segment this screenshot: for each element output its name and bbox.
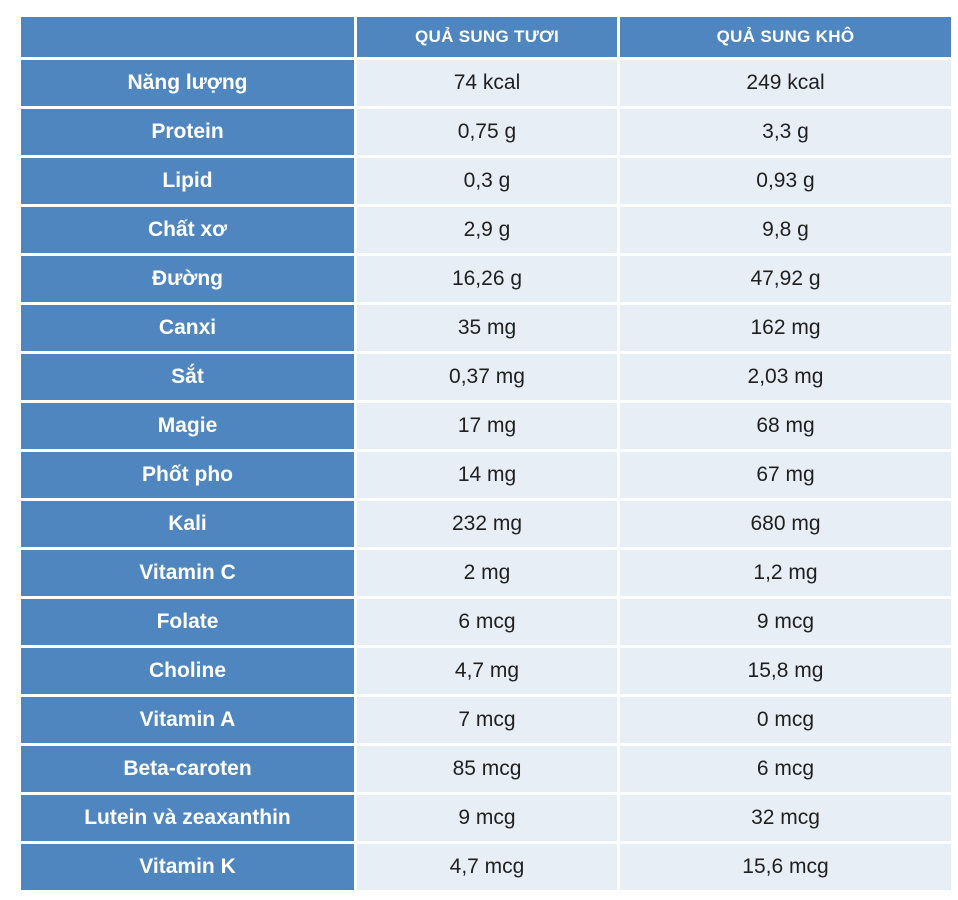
fresh-fig-value: 17 mg	[357, 403, 617, 449]
dried-fig-value: 67 mg	[620, 452, 951, 498]
dried-fig-value: 15,6 mcg	[620, 844, 951, 890]
dried-fig-value: 9 mcg	[620, 599, 951, 645]
nutrient-label: Canxi	[21, 305, 354, 351]
nutrient-label: Chất xơ	[21, 207, 354, 253]
nutrient-label: Lipid	[21, 158, 354, 204]
table-row: Kali 232 mg 680 mg	[21, 501, 951, 547]
dried-fig-value: 162 mg	[620, 305, 951, 351]
fresh-fig-value: 0,75 g	[357, 109, 617, 155]
table-row: Lipid 0,3 g 0,93 g	[21, 158, 951, 204]
table-row: Beta-caroten 85 mcg 6 mcg	[21, 746, 951, 792]
fresh-fig-value: 0,3 g	[357, 158, 617, 204]
table-row: Magie 17 mg 68 mg	[21, 403, 951, 449]
dried-fig-value: 32 mcg	[620, 795, 951, 841]
table-row: Lutein và zeaxanthin 9 mcg 32 mcg	[21, 795, 951, 841]
fresh-fig-value: 4,7 mcg	[357, 844, 617, 890]
nutrition-table-container: QUẢ SUNG TƯƠI QUẢ SUNG KHÔ Năng lượng 74 …	[18, 14, 951, 893]
nutrient-label: Magie	[21, 403, 354, 449]
dried-fig-value: 249 kcal	[620, 60, 951, 106]
dried-fig-value: 0,93 g	[620, 158, 951, 204]
fresh-fig-value: 0,37 mg	[357, 354, 617, 400]
nutrient-label: Choline	[21, 648, 354, 694]
nutrient-label: Lutein và zeaxanthin	[21, 795, 354, 841]
nutrient-label: Đường	[21, 256, 354, 302]
table-row: Đường 16,26 g 47,92 g	[21, 256, 951, 302]
table-row: Năng lượng 74 kcal 249 kcal	[21, 60, 951, 106]
table-row: Canxi 35 mg 162 mg	[21, 305, 951, 351]
nutrient-label: Protein	[21, 109, 354, 155]
fresh-fig-value: 74 kcal	[357, 60, 617, 106]
nutrient-label: Phốt pho	[21, 452, 354, 498]
fresh-fig-value: 35 mg	[357, 305, 617, 351]
table-row: Sắt 0,37 mg 2,03 mg	[21, 354, 951, 400]
table-row: Choline 4,7 mg 15,8 mg	[21, 648, 951, 694]
fresh-fig-value: 9 mcg	[357, 795, 617, 841]
fresh-fig-value: 85 mcg	[357, 746, 617, 792]
header-dried-fig: QUẢ SUNG KHÔ	[620, 17, 951, 57]
dried-fig-value: 68 mg	[620, 403, 951, 449]
table-row: Folate 6 mcg 9 mcg	[21, 599, 951, 645]
nutrient-label: Folate	[21, 599, 354, 645]
fresh-fig-value: 14 mg	[357, 452, 617, 498]
header-corner-cell	[21, 17, 354, 57]
dried-fig-value: 2,03 mg	[620, 354, 951, 400]
fresh-fig-value: 7 mcg	[357, 697, 617, 743]
fresh-fig-value: 2,9 g	[357, 207, 617, 253]
table-row: Vitamin K 4,7 mcg 15,6 mcg	[21, 844, 951, 890]
dried-fig-value: 6 mcg	[620, 746, 951, 792]
nutrient-label: Sắt	[21, 354, 354, 400]
fresh-fig-value: 2 mg	[357, 550, 617, 596]
fresh-fig-value: 16,26 g	[357, 256, 617, 302]
nutrient-label: Kali	[21, 501, 354, 547]
nutrition-comparison-table: QUẢ SUNG TƯƠI QUẢ SUNG KHÔ Năng lượng 74 …	[18, 14, 954, 893]
nutrient-label: Vitamin C	[21, 550, 354, 596]
nutrient-label: Vitamin K	[21, 844, 354, 890]
nutrient-label: Năng lượng	[21, 60, 354, 106]
fresh-fig-value: 232 mg	[357, 501, 617, 547]
fresh-fig-value: 6 mcg	[357, 599, 617, 645]
dried-fig-value: 47,92 g	[620, 256, 951, 302]
nutrient-label: Vitamin A	[21, 697, 354, 743]
nutrient-label: Beta-caroten	[21, 746, 354, 792]
header-row: QUẢ SUNG TƯƠI QUẢ SUNG KHÔ	[21, 17, 951, 57]
table-row: Protein 0,75 g 3,3 g	[21, 109, 951, 155]
dried-fig-value: 1,2 mg	[620, 550, 951, 596]
fresh-fig-value: 4,7 mg	[357, 648, 617, 694]
table-row: Phốt pho 14 mg 67 mg	[21, 452, 951, 498]
dried-fig-value: 9,8 g	[620, 207, 951, 253]
table-row: Chất xơ 2,9 g 9,8 g	[21, 207, 951, 253]
dried-fig-value: 680 mg	[620, 501, 951, 547]
dried-fig-value: 0 mcg	[620, 697, 951, 743]
dried-fig-value: 15,8 mg	[620, 648, 951, 694]
dried-fig-value: 3,3 g	[620, 109, 951, 155]
header-fresh-fig: QUẢ SUNG TƯƠI	[357, 17, 617, 57]
